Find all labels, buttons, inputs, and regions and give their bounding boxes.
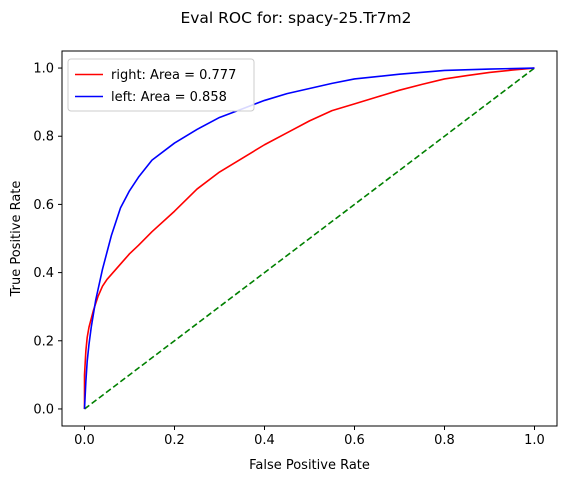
legend-box: [67, 58, 255, 112]
y-tick-label: 0.0: [33, 402, 54, 417]
legend-label-right: right: Area = 0.777: [111, 68, 236, 83]
y-tick-label: 0.2: [33, 334, 54, 349]
ticks-layer: 0.0 0.2 0.4 0.6 0.8 1.0 0.0 0.2 0.4 0.6 0.8 1.0: [33, 62, 545, 448]
y-tick-label: 0.4: [33, 266, 54, 281]
diagonal-reference-line: [84, 67, 535, 410]
roc-curve-right: [83, 67, 535, 409]
x-axis-label: False Positive Rate: [249, 458, 370, 473]
chart-title: Eval ROC for: spacy-25.Tr7m2: [180, 9, 411, 27]
x-tick-label: 0.6: [344, 433, 365, 448]
y-tick-label: 0.8: [33, 130, 54, 145]
x-tick-label: 0.8: [434, 433, 455, 448]
roc-curve-left: [83, 67, 535, 409]
x-tick-label: 0.0: [74, 433, 95, 448]
x-tick-label: 1.0: [524, 433, 545, 448]
y-tick-label: 0.6: [33, 198, 54, 213]
x-tick-label: 0.2: [164, 433, 185, 448]
legend-label-left: left: Area = 0.858: [111, 90, 227, 105]
y-tick-label: 1.0: [33, 62, 54, 77]
marks-layer: [83, 67, 535, 410]
legend: right: Area = 0.777 left: Area = 0.858: [67, 58, 255, 112]
y-axis-label: True Positive Rate: [9, 181, 24, 298]
axes-frame: [61, 50, 558, 427]
plot-area: [61, 50, 558, 427]
x-tick-label: 0.4: [254, 433, 275, 448]
